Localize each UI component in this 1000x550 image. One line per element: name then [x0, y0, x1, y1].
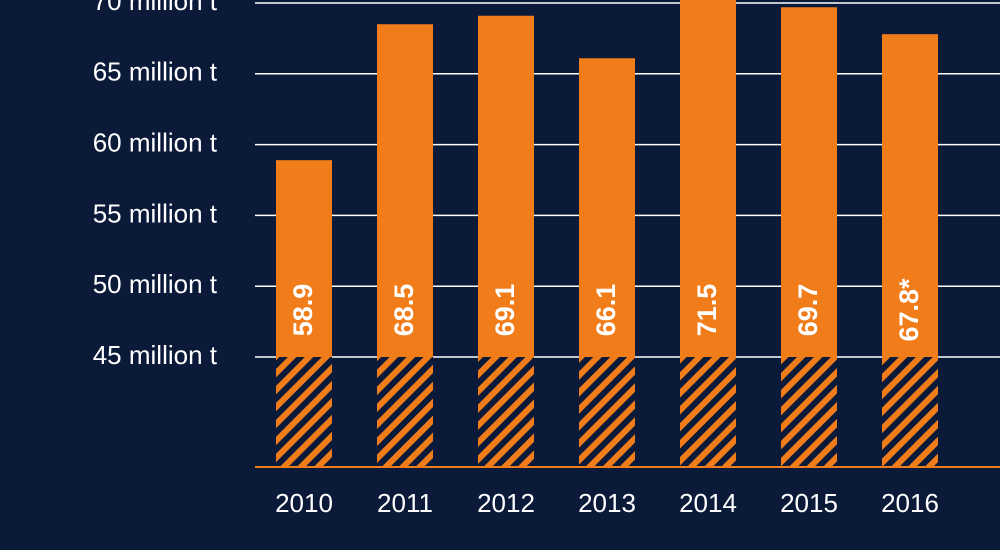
y-tick-label: 55 million t: [93, 198, 218, 228]
x-tick-label: 2016: [881, 488, 939, 518]
value-label: 71.5: [692, 284, 722, 337]
value-label: 69.7: [793, 284, 823, 337]
axis-break: [377, 357, 433, 467]
x-tick-label: 2011: [377, 488, 433, 518]
bar: [579, 58, 635, 357]
y-tick-label: 70 million t: [93, 0, 218, 16]
y-tick-label: 65 million t: [93, 57, 218, 87]
x-tick-label: 2013: [578, 488, 636, 518]
value-label: 69.1: [490, 284, 520, 337]
bar: [680, 0, 736, 357]
axis-break: [781, 357, 837, 467]
bar: [276, 160, 332, 357]
value-label: 58.9: [288, 284, 318, 337]
y-tick-label: 45 million t: [93, 340, 218, 370]
y-tick-label: 50 million t: [93, 269, 218, 299]
axis-break: [276, 357, 332, 467]
x-tick-label: 2012: [477, 488, 535, 518]
axis-break: [680, 357, 736, 467]
y-tick-label: 60 million t: [93, 127, 218, 157]
bar: [882, 34, 938, 357]
bar: [377, 24, 433, 358]
axis-break: [579, 357, 635, 467]
bar: [478, 15, 534, 358]
x-tick-label: 2010: [275, 488, 333, 518]
value-label: 67.8*: [894, 278, 924, 342]
axis-break: [478, 357, 534, 467]
axis-break: [882, 357, 938, 467]
bar: [781, 7, 837, 358]
x-tick-label: 2014: [679, 488, 737, 518]
value-label: 68.5: [389, 284, 419, 337]
x-tick-label: 2015: [780, 488, 838, 518]
value-label: 66.1: [591, 284, 621, 337]
